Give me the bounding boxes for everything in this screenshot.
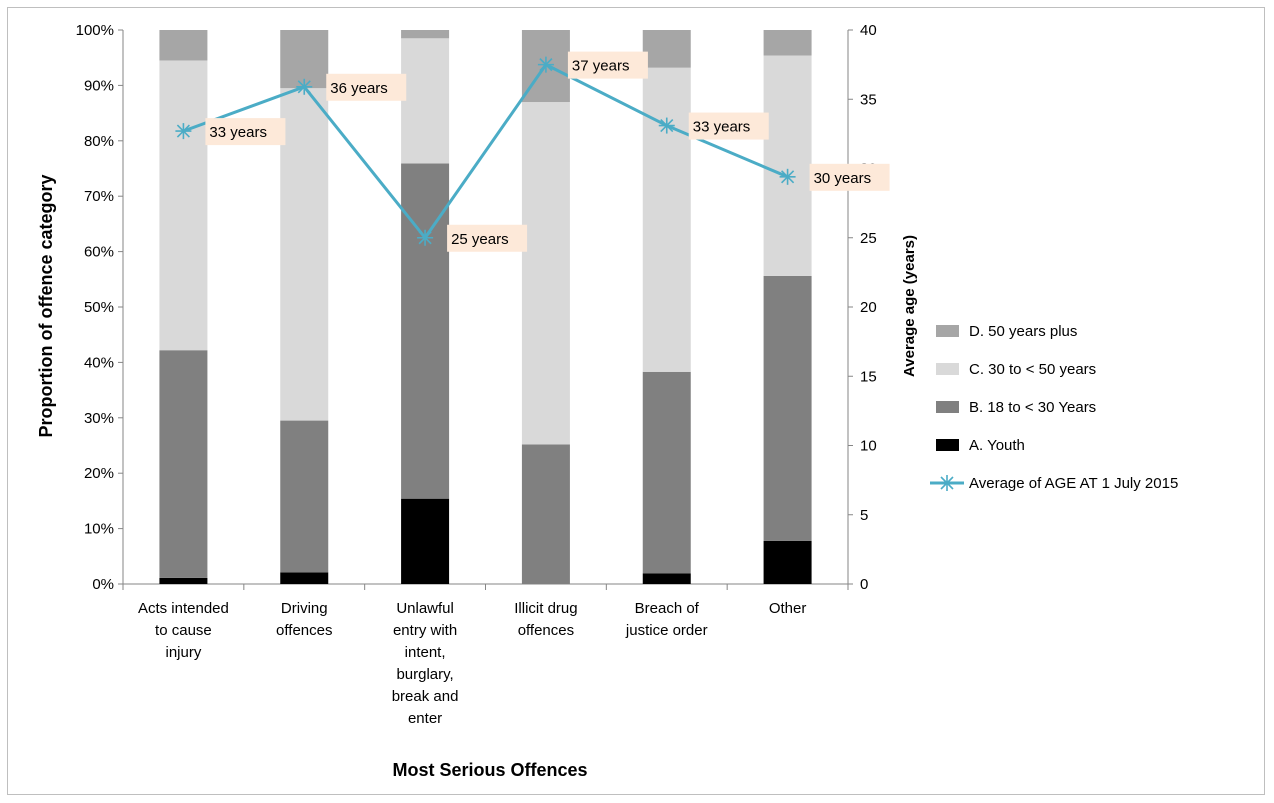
bar-segment-1 <box>763 540 812 584</box>
category-label-line: entry with <box>393 622 457 639</box>
category-label: Illicit drug offences <box>514 600 577 639</box>
left-tick-label: 30% <box>84 410 114 427</box>
category-label-line: Other <box>769 600 807 617</box>
category-label: Other <box>769 600 807 617</box>
data-label-box <box>809 163 890 191</box>
bar-segment-4 <box>159 30 208 61</box>
category-label: Acts intended to cause injury <box>138 600 229 661</box>
bar-segment-2 <box>642 371 691 574</box>
legend-swatch <box>936 439 959 451</box>
bar-segment-4 <box>763 30 812 56</box>
bar-segment-3 <box>280 88 329 421</box>
bar-segment-4 <box>280 30 329 89</box>
left-tick-label: 10% <box>84 521 114 538</box>
right-tick-label: 5 <box>860 507 868 524</box>
average-age-marker <box>779 168 796 185</box>
bar-segment-2 <box>763 275 812 541</box>
data-label: 33 years <box>693 119 751 136</box>
category-label: Driving offences <box>276 600 332 639</box>
left-tick-label: 70% <box>84 188 114 205</box>
left-tick-label: 90% <box>84 77 114 94</box>
bar-segment-4 <box>642 30 691 68</box>
y-axis-title: Proportion of offence category <box>36 174 56 437</box>
category-label-line: justice order <box>625 622 708 639</box>
left-tick-label: 60% <box>84 244 114 261</box>
legend-label: Average of AGE AT 1 July 2015 <box>969 475 1178 492</box>
category-label-line: offences <box>276 622 332 639</box>
data-label: 30 years <box>814 170 872 187</box>
data-label-box <box>567 51 648 79</box>
category-label-line: injury <box>165 644 201 661</box>
data-label: 25 years <box>451 231 509 248</box>
category-label: Unlawful entry with intent, burglary, break … <box>392 600 459 727</box>
bar-segment-3 <box>159 60 208 351</box>
average-age-line <box>182 63 789 240</box>
legend-label: B. 18 to < 30 Years <box>969 399 1096 416</box>
data-label-box <box>447 224 528 252</box>
right-tick-label: 20 <box>860 299 877 316</box>
legend-label: A. Youth <box>969 437 1025 454</box>
bar-segment-4 <box>401 30 450 39</box>
bar-segment-3 <box>763 55 812 276</box>
right-tick-label: 25 <box>860 230 877 247</box>
right-tick-label: 35 <box>860 91 877 108</box>
left-tick-label: 0% <box>92 576 114 593</box>
y2-axis-title: Average age (years) <box>901 235 918 377</box>
category-label-line: Illicit drug <box>514 600 577 617</box>
bar-segment-1 <box>401 498 450 584</box>
bar-segment-1 <box>280 572 329 584</box>
bar-segment-1 <box>159 577 208 584</box>
right-axis: 0510152025303540 <box>847 22 877 593</box>
data-label: 37 years <box>572 58 630 75</box>
legend-swatch <box>936 325 959 337</box>
category-label-line: enter <box>408 710 442 727</box>
bar-segment-1 <box>642 573 691 584</box>
average-age-marker <box>658 117 675 134</box>
category-label-line: burglary, <box>396 666 453 683</box>
category-label-line: Acts intended <box>138 600 229 617</box>
legend-swatch <box>936 363 959 375</box>
right-tick-label: 0 <box>860 576 868 593</box>
left-tick-label: 100% <box>76 22 114 39</box>
data-label-box <box>326 73 407 101</box>
legend: D. 50 years plus C. 30 to < 50 years B. 18… <box>930 323 1178 492</box>
right-tick-label: 15 <box>860 368 877 385</box>
data-label-box <box>205 118 286 146</box>
average-age-marker <box>296 78 313 95</box>
average-age-marker <box>417 229 434 246</box>
average-age-line-group: 33 years 36 years 25 years 37 years 33 years… <box>175 51 890 252</box>
bar-segment-3 <box>642 67 691 372</box>
data-label-box <box>688 112 769 140</box>
data-label: 36 years <box>330 80 388 97</box>
bar-segment-2 <box>280 420 329 573</box>
category-label-line: Driving <box>281 600 328 617</box>
left-tick-label: 20% <box>84 465 114 482</box>
right-tick-label: 40 <box>860 22 877 39</box>
category-label-line: to cause <box>155 622 212 639</box>
left-tick-label: 40% <box>84 354 114 371</box>
right-tick-label: 10 <box>860 438 877 455</box>
average-age-marker <box>175 123 192 140</box>
data-label: 33 years <box>209 124 267 141</box>
bar-segment-2 <box>159 350 208 578</box>
average-age-marker <box>537 56 554 73</box>
bar-segment-2 <box>521 444 570 584</box>
left-tick-label: 80% <box>84 133 114 150</box>
bar-segment-3 <box>521 102 570 445</box>
x-axis-title: Most Serious Offences <box>392 760 587 780</box>
category-labels: Acts intended to cause injury Driving offenc… <box>138 600 806 727</box>
category-label: Breach of justice order <box>625 600 708 639</box>
category-label-line: Unlawful <box>396 600 454 617</box>
category-label-line: Breach of <box>635 600 700 617</box>
category-label-line: break and <box>392 688 459 705</box>
category-label-line: offences <box>518 622 574 639</box>
legend-swatch <box>936 401 959 413</box>
left-tick-label: 50% <box>84 299 114 316</box>
legend-label: C. 30 to < 50 years <box>969 361 1096 378</box>
left-axis: 0% 10% 20% 30% 40% 50% 60% 70% 80% 90% 100% <box>76 22 849 593</box>
legend-label: D. 50 years plus <box>969 323 1077 340</box>
category-label-line: intent, <box>405 644 446 661</box>
bar-segment-3 <box>401 38 450 164</box>
